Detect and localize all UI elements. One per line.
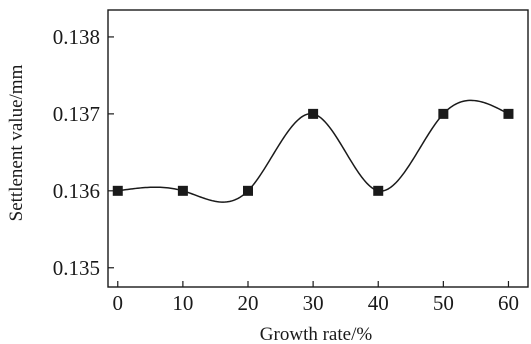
y-tick-label: 0.137 <box>53 102 100 126</box>
data-point-marker <box>243 185 253 196</box>
data-point-marker <box>438 108 449 119</box>
x-tick-label: 30 <box>303 291 324 315</box>
y-tick-label: 0.135 <box>53 256 100 280</box>
data-point-marker <box>373 185 384 196</box>
y-tick-label: 0.138 <box>53 25 100 49</box>
x-axis-title: Growth rate/% <box>260 324 373 344</box>
x-tick-label: 0 <box>113 291 124 315</box>
x-tick-label: 10 <box>172 291 193 315</box>
x-tick-label: 60 <box>498 291 519 315</box>
x-tick-label: 20 <box>238 291 259 315</box>
x-tick-label: 50 <box>433 291 454 315</box>
data-point-marker <box>308 108 319 119</box>
y-tick-label: 0.136 <box>53 179 100 203</box>
y-axis-title: Settlenent value/mm <box>6 64 27 221</box>
data-point-marker <box>112 185 123 196</box>
data-point-marker <box>177 185 188 196</box>
data-point-marker <box>503 108 514 119</box>
x-tick-label: 40 <box>368 291 389 315</box>
plot-frame <box>107 9 529 288</box>
